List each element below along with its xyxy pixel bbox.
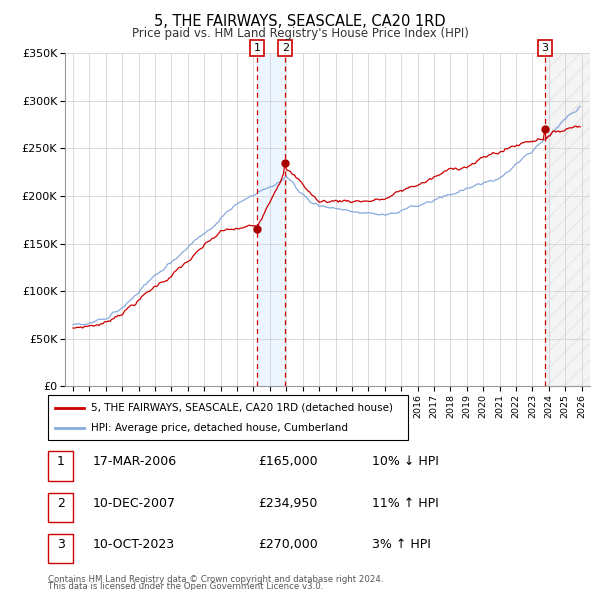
- Text: 2: 2: [282, 43, 289, 53]
- Text: Price paid vs. HM Land Registry's House Price Index (HPI): Price paid vs. HM Land Registry's House …: [131, 27, 469, 40]
- Text: 3: 3: [56, 538, 65, 551]
- Text: 1: 1: [56, 455, 65, 468]
- Text: 10-DEC-2007: 10-DEC-2007: [93, 497, 176, 510]
- Text: £234,950: £234,950: [258, 497, 317, 510]
- Text: 10% ↓ HPI: 10% ↓ HPI: [372, 455, 439, 468]
- Text: £165,000: £165,000: [258, 455, 317, 468]
- Text: 10-OCT-2023: 10-OCT-2023: [93, 538, 175, 551]
- Text: 3: 3: [542, 43, 548, 53]
- Text: 17-MAR-2006: 17-MAR-2006: [93, 455, 177, 468]
- Bar: [257, 53, 285, 386]
- Text: 1: 1: [253, 43, 260, 53]
- Text: 5, THE FAIRWAYS, SEASCALE, CA20 1RD: 5, THE FAIRWAYS, SEASCALE, CA20 1RD: [154, 14, 446, 30]
- Text: £270,000: £270,000: [258, 538, 318, 551]
- Text: 3% ↑ HPI: 3% ↑ HPI: [372, 538, 431, 551]
- Text: Contains HM Land Registry data © Crown copyright and database right 2024.: Contains HM Land Registry data © Crown c…: [48, 575, 383, 584]
- Text: HPI: Average price, detached house, Cumberland: HPI: Average price, detached house, Cumb…: [91, 424, 348, 434]
- Text: 11% ↑ HPI: 11% ↑ HPI: [372, 497, 439, 510]
- Text: 2: 2: [56, 497, 65, 510]
- Text: This data is licensed under the Open Government Licence v3.0.: This data is licensed under the Open Gov…: [48, 582, 323, 590]
- Bar: [545, 53, 590, 386]
- Text: 5, THE FAIRWAYS, SEASCALE, CA20 1RD (detached house): 5, THE FAIRWAYS, SEASCALE, CA20 1RD (det…: [91, 403, 393, 412]
- FancyBboxPatch shape: [48, 395, 408, 440]
